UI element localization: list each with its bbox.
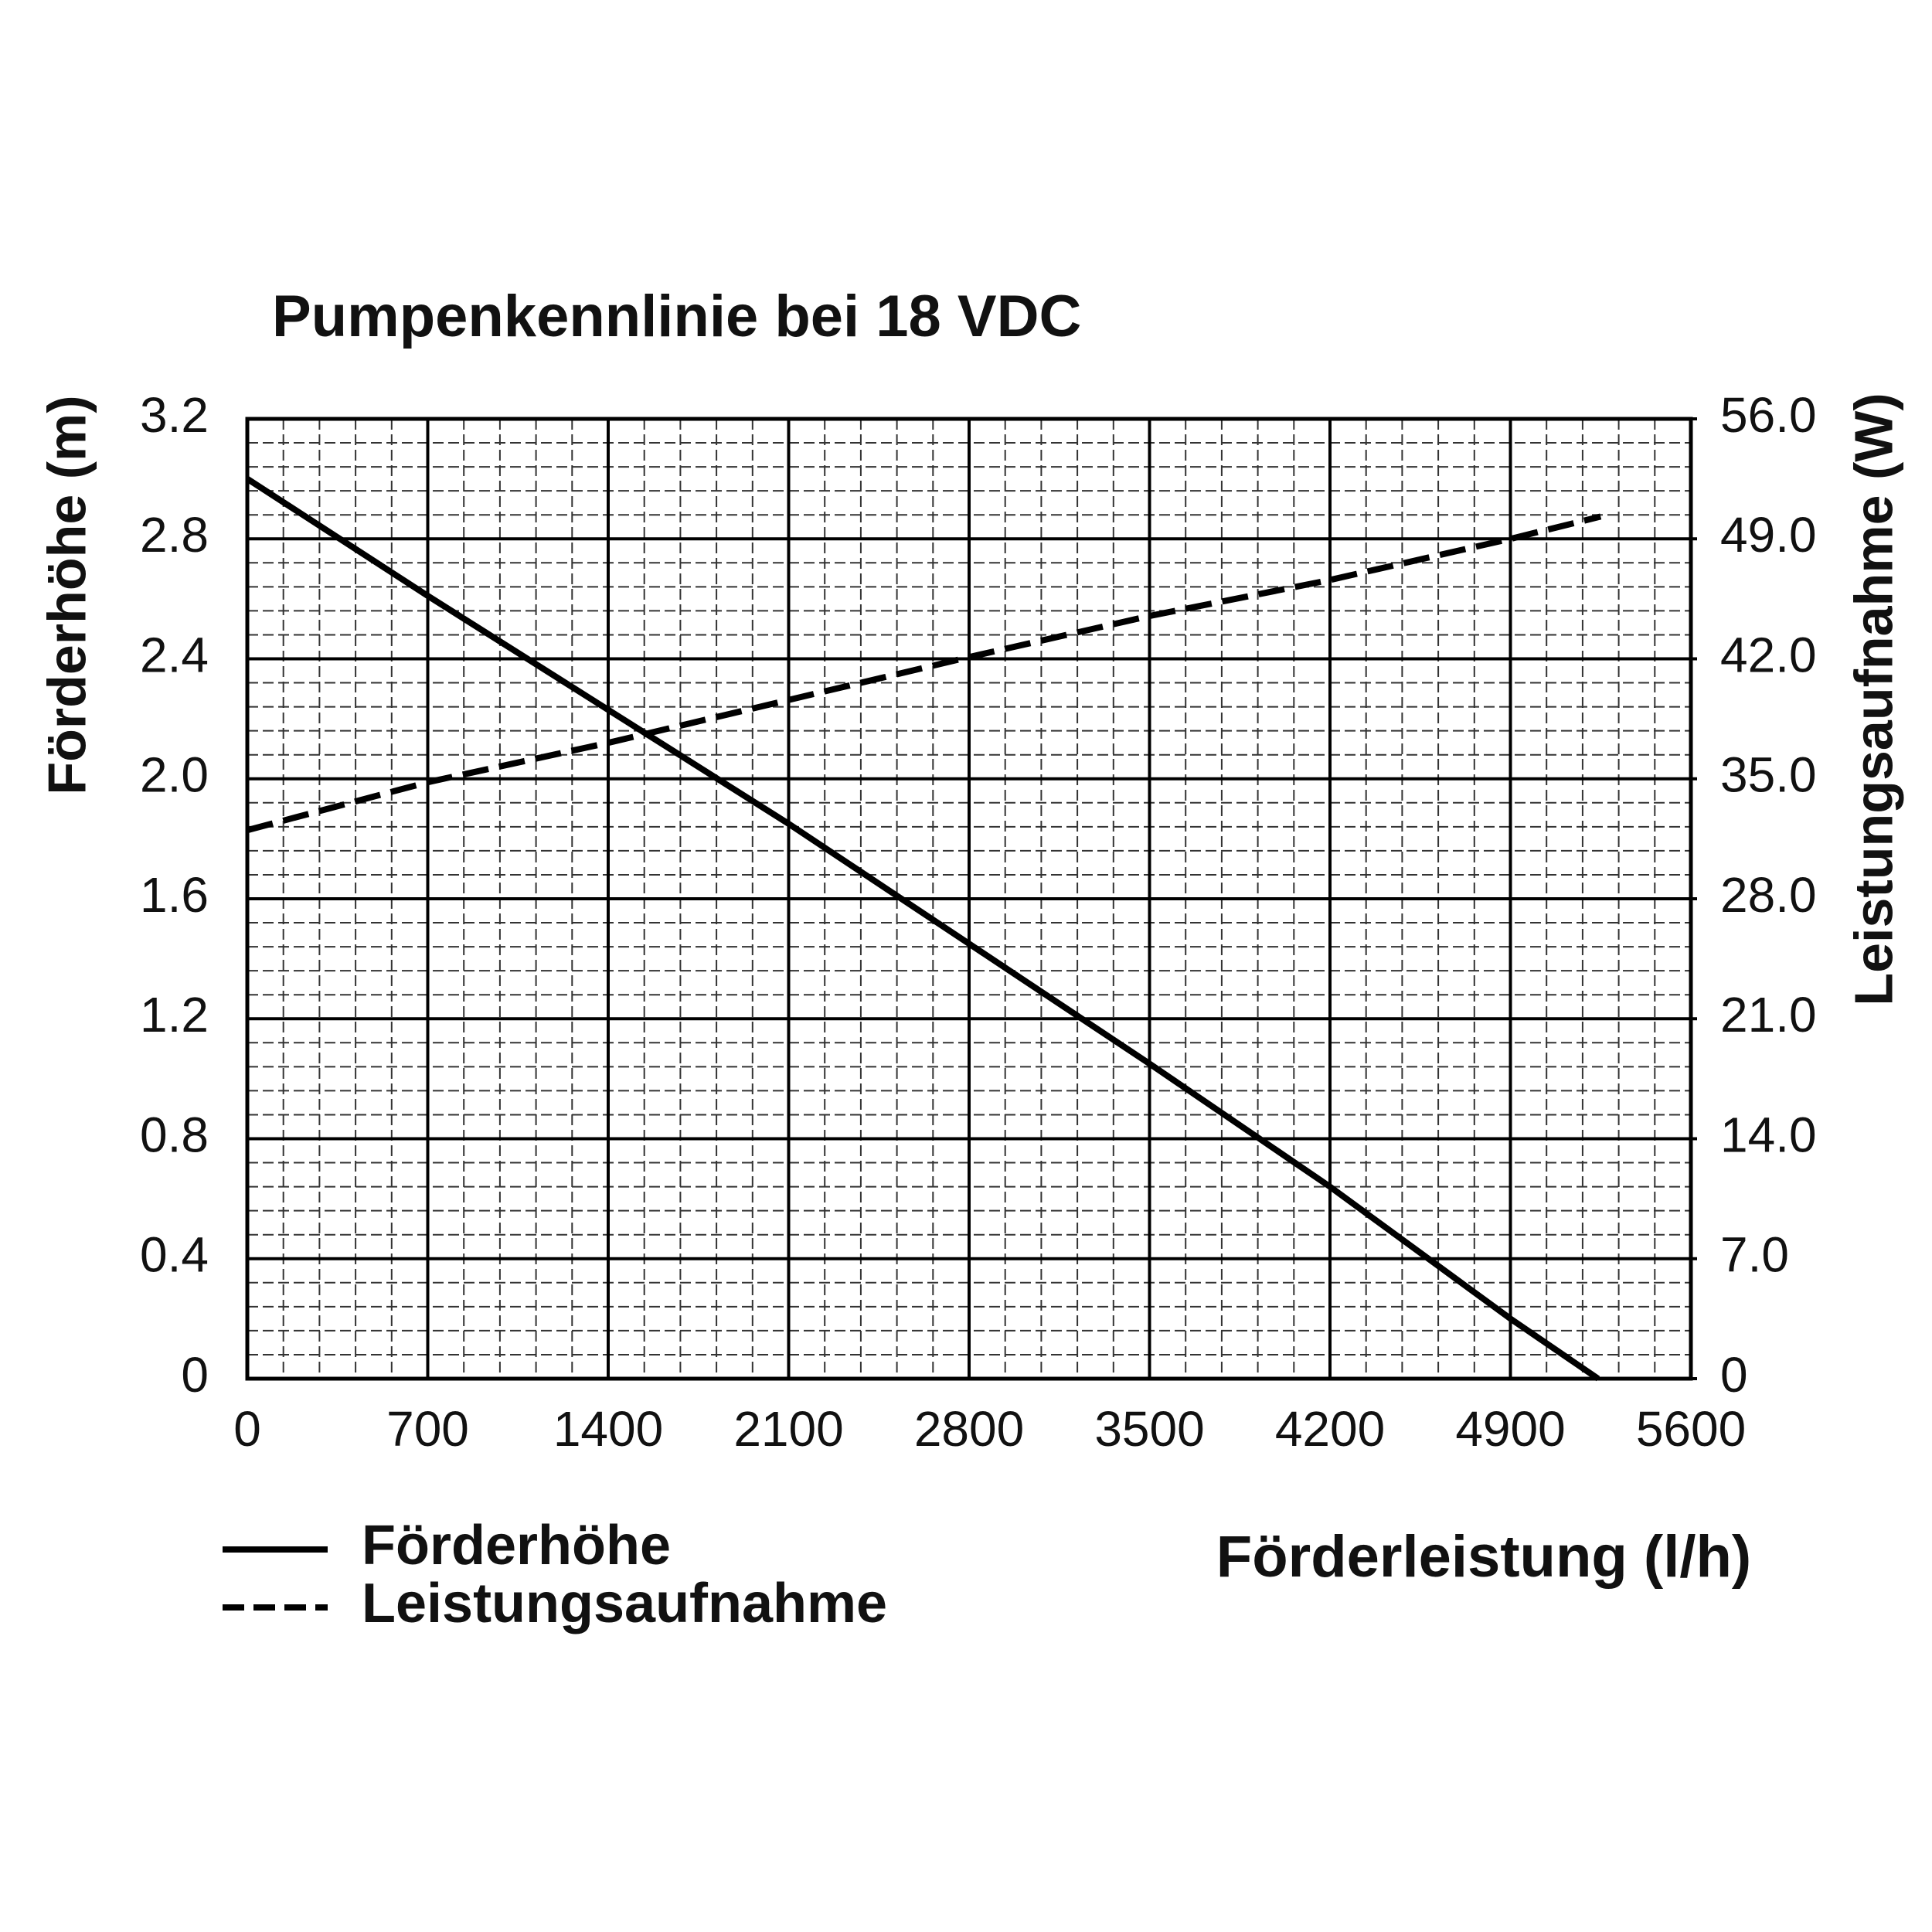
y2-axis-label: Leistungsaufnahme (W): [1843, 393, 1903, 1005]
x-tick-label: 700: [386, 1401, 469, 1457]
y2-tick-label: 28.0: [1720, 867, 1817, 923]
y-tick-label: 2.0: [140, 747, 209, 803]
y-tick-label: 3.2: [140, 387, 209, 443]
y-tick-label: 1.6: [140, 867, 209, 923]
legend-label: Leistungsaufnahme: [362, 1573, 887, 1634]
y-tick-label: 0.4: [140, 1227, 209, 1283]
legend-label: Förderhöhe: [362, 1515, 671, 1577]
x-tick-label: 4200: [1275, 1401, 1385, 1457]
data-line: [246, 513, 1602, 834]
y-tick-label: 1.2: [140, 987, 209, 1043]
data-line: [245, 476, 1600, 1382]
x-axis-label: Förderleistung (l/h): [1216, 1524, 1751, 1590]
y2-tick-label: 35.0: [1720, 747, 1817, 803]
y2-tick-label: 49.0: [1720, 507, 1817, 563]
x-tick-label: 2100: [733, 1401, 843, 1457]
plot-frame: [245, 417, 1693, 1381]
x-tick-label: 5600: [1636, 1401, 1746, 1457]
y-axis-label: Förderhöhe (m): [36, 395, 97, 794]
x-tick-label: 3500: [1094, 1401, 1204, 1457]
y-tick-label: 2.8: [140, 507, 209, 563]
x-tick-label: 0: [233, 1401, 261, 1457]
y2-tick-label: 56.0: [1720, 387, 1817, 443]
x-tick-label: 2800: [914, 1401, 1024, 1457]
y2-tick-label: 0: [1720, 1347, 1748, 1403]
y2-tick-label: 21.0: [1720, 987, 1817, 1043]
y-tick-label: 0: [181, 1347, 209, 1403]
chart-title: Pumpenkennlinie bei 18 VDC: [272, 284, 1081, 349]
y2-tick-label: 42.0: [1720, 627, 1817, 682]
y-tick-label: 0.8: [140, 1107, 209, 1162]
x-tick-label: 1400: [553, 1401, 663, 1457]
x-tick-label: 4900: [1455, 1401, 1565, 1457]
y-tick-label: 2.4: [140, 627, 209, 682]
y2-tick-label: 7.0: [1720, 1227, 1789, 1283]
y2-tick-label: 14.0: [1720, 1107, 1817, 1162]
